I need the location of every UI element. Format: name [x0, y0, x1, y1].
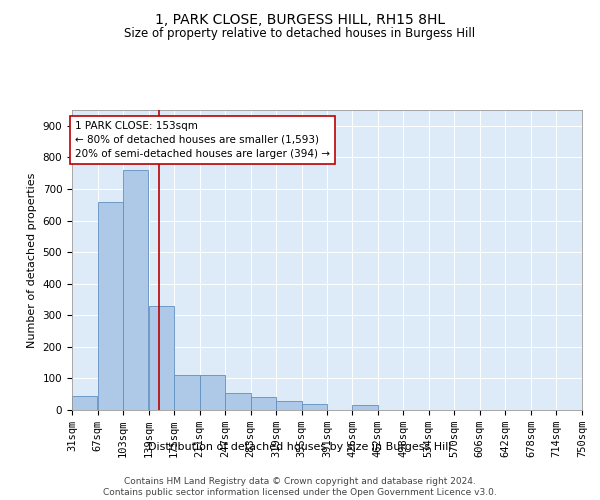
Bar — [123, 170, 148, 410]
Text: 1 PARK CLOSE: 153sqm
← 80% of detached houses are smaller (1,593)
20% of semi-de: 1 PARK CLOSE: 153sqm ← 80% of detached h… — [75, 121, 330, 159]
Text: Contains public sector information licensed under the Open Government Licence v3: Contains public sector information licen… — [103, 488, 497, 497]
Text: Distribution of detached houses by size in Burgess Hill: Distribution of detached houses by size … — [148, 442, 452, 452]
Y-axis label: Number of detached properties: Number of detached properties — [27, 172, 37, 348]
Bar — [72, 396, 97, 410]
Text: Size of property relative to detached houses in Burgess Hill: Size of property relative to detached ho… — [124, 28, 476, 40]
Bar — [352, 406, 377, 410]
Bar — [277, 400, 302, 410]
Bar — [175, 376, 199, 410]
Text: Contains HM Land Registry data © Crown copyright and database right 2024.: Contains HM Land Registry data © Crown c… — [124, 476, 476, 486]
Text: 1, PARK CLOSE, BURGESS HILL, RH15 8HL: 1, PARK CLOSE, BURGESS HILL, RH15 8HL — [155, 12, 445, 26]
Bar — [226, 392, 251, 410]
Bar — [251, 398, 276, 410]
Bar — [302, 404, 327, 410]
Bar — [149, 306, 174, 410]
Bar — [98, 202, 123, 410]
Bar — [200, 376, 225, 410]
